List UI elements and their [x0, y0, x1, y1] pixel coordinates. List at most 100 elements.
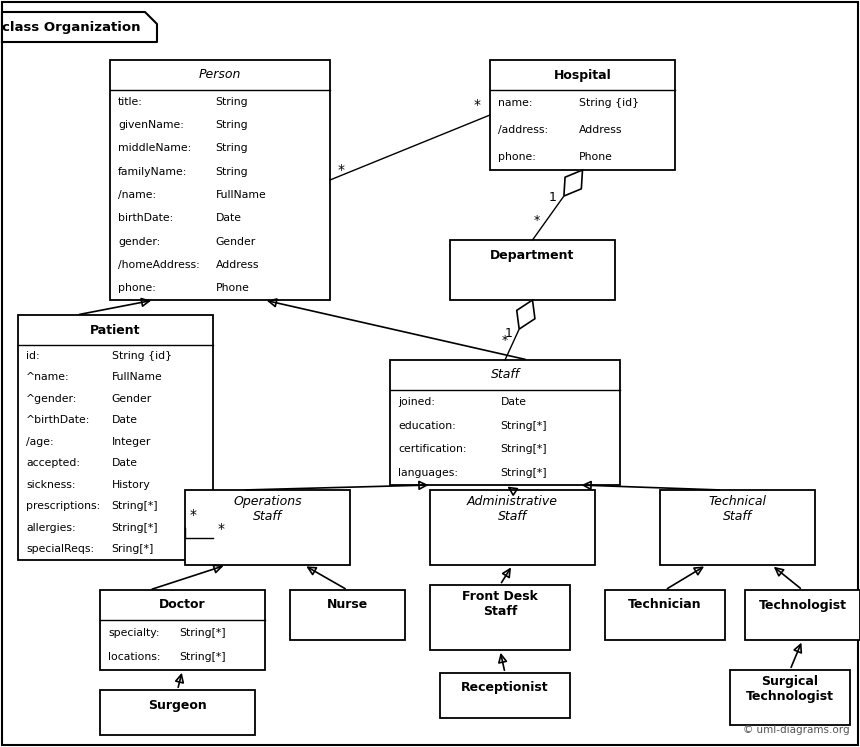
Text: Doctor: Doctor	[159, 598, 206, 612]
Bar	[430, 490, 595, 565]
Text: gender:: gender:	[118, 237, 160, 247]
Text: name:: name:	[498, 99, 532, 108]
Text: familyName:: familyName:	[118, 167, 187, 177]
Text: Technical
Staff: Technical Staff	[709, 495, 766, 523]
Text: *: *	[502, 334, 508, 347]
Text: String[*]: String[*]	[112, 501, 158, 511]
Text: middleName:: middleName:	[118, 143, 191, 153]
Bar	[490, 60, 675, 170]
Text: ^name:: ^name:	[26, 372, 70, 382]
Text: Department: Department	[490, 249, 574, 261]
Bar	[450, 240, 615, 300]
Text: Technician: Technician	[628, 598, 702, 612]
Bar	[660, 490, 815, 565]
Text: String: String	[216, 120, 249, 130]
Text: Sring[*]: Sring[*]	[112, 545, 154, 554]
Text: Receptionist: Receptionist	[461, 681, 549, 695]
Polygon shape	[564, 170, 582, 196]
Text: Date: Date	[501, 397, 526, 407]
Text: Administrative
Staff: Administrative Staff	[467, 495, 558, 523]
Bar	[185, 490, 350, 565]
Text: birthDate:: birthDate:	[118, 214, 173, 223]
Bar	[290, 590, 405, 640]
Text: String[*]: String[*]	[179, 652, 226, 663]
Text: String[*]: String[*]	[501, 468, 547, 478]
Text: Nurse: Nurse	[327, 598, 368, 612]
Text: String: String	[216, 143, 249, 153]
Text: © uml-diagrams.org: © uml-diagrams.org	[743, 725, 850, 735]
Text: Surgical
Technologist: Surgical Technologist	[746, 675, 834, 703]
Text: allergies:: allergies:	[26, 523, 76, 533]
Bar	[100, 590, 265, 670]
Text: Date: Date	[112, 458, 138, 468]
Text: *: *	[474, 98, 481, 112]
Text: languages:: languages:	[398, 468, 458, 478]
Text: String {id}: String {id}	[579, 99, 639, 108]
Text: class Organization: class Organization	[3, 20, 141, 34]
Text: education:: education:	[398, 421, 456, 430]
Text: specialReqs:: specialReqs:	[26, 545, 94, 554]
Text: String {id}: String {id}	[112, 351, 172, 361]
Text: accepted:: accepted:	[26, 458, 80, 468]
Text: Front Desk
Staff: Front Desk Staff	[462, 589, 538, 619]
Text: /age:: /age:	[26, 437, 53, 447]
Text: String[*]: String[*]	[112, 523, 158, 533]
Text: String[*]: String[*]	[501, 444, 547, 454]
Bar	[730, 670, 850, 725]
Bar	[390, 360, 620, 485]
Text: Hospital: Hospital	[554, 69, 611, 81]
Text: Person: Person	[199, 69, 241, 81]
Text: certification:: certification:	[398, 444, 466, 454]
Text: Address: Address	[216, 260, 259, 270]
Bar	[430, 585, 570, 650]
Text: Staff: Staff	[490, 368, 519, 382]
Bar	[100, 690, 255, 735]
Text: Gender: Gender	[112, 394, 152, 403]
Text: FullName: FullName	[216, 190, 267, 200]
Text: ^gender:: ^gender:	[26, 394, 77, 403]
Bar	[110, 60, 330, 300]
Text: FullName: FullName	[112, 372, 163, 382]
Polygon shape	[2, 12, 157, 42]
Text: String[*]: String[*]	[179, 627, 226, 637]
Text: Integer: Integer	[112, 437, 151, 447]
Polygon shape	[517, 300, 535, 329]
Text: Surgeon: Surgeon	[148, 698, 207, 711]
Bar	[605, 590, 725, 640]
Text: *: *	[338, 163, 345, 177]
Text: Phone: Phone	[216, 283, 249, 294]
Text: id:: id:	[26, 351, 40, 361]
Bar	[18, 315, 213, 560]
Text: String: String	[216, 167, 249, 177]
Text: joined:: joined:	[398, 397, 435, 407]
Text: Operations
Staff: Operations Staff	[233, 495, 302, 523]
Text: /homeAddress:: /homeAddress:	[118, 260, 200, 270]
Bar	[440, 673, 570, 718]
Text: Gender: Gender	[216, 237, 256, 247]
Text: Patient: Patient	[90, 323, 141, 336]
Bar	[745, 590, 860, 640]
Text: locations:: locations:	[108, 652, 161, 663]
Text: sickness:: sickness:	[26, 480, 76, 490]
Text: /address:: /address:	[498, 125, 548, 135]
Text: /name:: /name:	[118, 190, 157, 200]
Text: Date: Date	[216, 214, 242, 223]
Text: *: *	[190, 509, 197, 522]
Text: Technologist: Technologist	[759, 598, 846, 612]
Text: *: *	[533, 214, 539, 227]
Text: Date: Date	[112, 415, 138, 425]
Text: String: String	[216, 96, 249, 107]
Text: ^birthDate:: ^birthDate:	[26, 415, 90, 425]
Text: givenName:: givenName:	[118, 120, 184, 130]
Text: 1: 1	[549, 191, 556, 205]
Text: 1: 1	[505, 326, 513, 340]
Text: specialty:: specialty:	[108, 627, 159, 637]
Text: phone:: phone:	[498, 152, 536, 161]
Text: title:: title:	[118, 96, 143, 107]
Text: *: *	[218, 522, 225, 536]
Text: String[*]: String[*]	[501, 421, 547, 430]
Text: phone:: phone:	[118, 283, 156, 294]
Text: Address: Address	[579, 125, 623, 135]
Text: Phone: Phone	[579, 152, 612, 161]
Text: History: History	[112, 480, 150, 490]
